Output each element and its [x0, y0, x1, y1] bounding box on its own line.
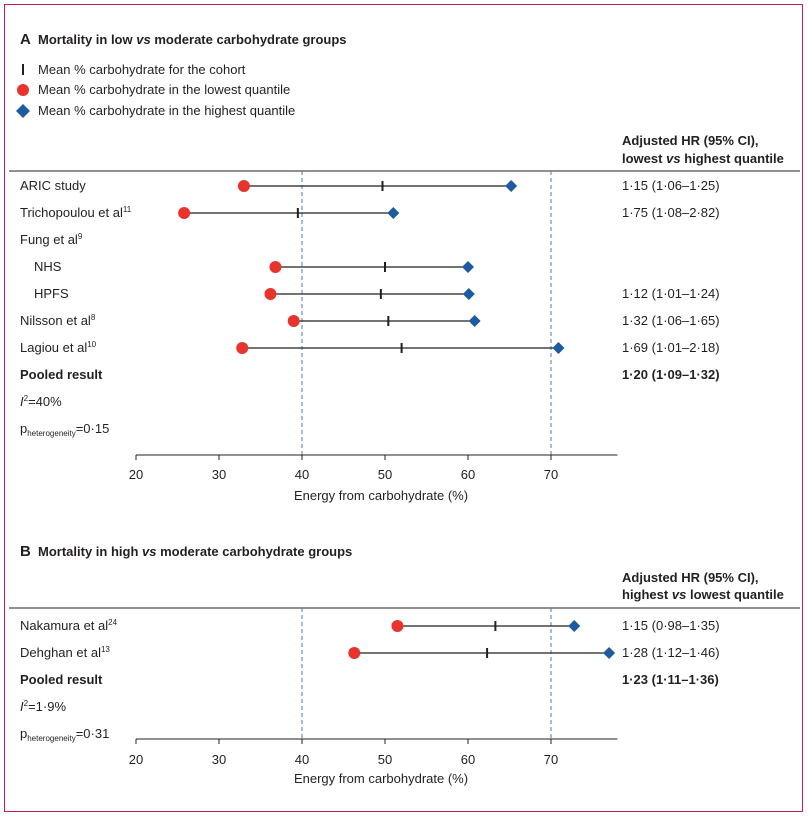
lowest-quantile-dot	[236, 342, 249, 354]
row-label: Nilsson et al8	[20, 313, 96, 328]
panel-a-letter: A	[20, 31, 31, 48]
panel-b-title: Mortality in high vs moderate carbohydra…	[38, 544, 352, 559]
lowest-quantile-dot	[391, 620, 404, 632]
lowest-quantile-dot	[287, 315, 300, 327]
legend: Mean % carbohydrate for the cohort Mean …	[16, 62, 295, 118]
row-hr: 1·15 (1·06–1·25)	[622, 178, 720, 193]
panel-a-plot: ARIC study 1·15 (1·06–1·25) Trichopoulou e…	[9, 170, 800, 503]
highest-quantile-diamond	[552, 342, 565, 354]
panel-a-title: Mortality in low vs moderate carbohydrat…	[38, 32, 347, 47]
p-heterogeneity: pheterogeneity=0·31	[20, 726, 109, 743]
row-label: Trichopoulou et al11	[20, 205, 132, 220]
panel-b-hr-header-1: Adjusted HR (95% CI),	[622, 570, 759, 585]
lowest-quantile-dot	[178, 207, 191, 219]
highest-quantile-diamond	[468, 315, 481, 327]
row-label: Fung et al9	[20, 232, 83, 247]
x-tick-label: 60	[461, 467, 475, 482]
x-tick-label: 40	[295, 467, 309, 482]
lowest-quantile-dot	[264, 288, 277, 300]
pooled-label: Pooled result	[20, 367, 103, 382]
row-hr: 1·15 (0·98–1·35)	[622, 618, 720, 633]
legend-cohort-label: Mean % carbohydrate for the cohort	[38, 62, 246, 77]
highest-quantile-diamond	[387, 207, 400, 219]
panel-b-hr-header-2: highest vs lowest quantile	[622, 587, 784, 602]
x-tick-label: 70	[544, 752, 558, 767]
x-tick-label: 60	[461, 752, 475, 767]
x-tick-label: 50	[378, 467, 392, 482]
highest-quantile-diamond	[603, 647, 616, 659]
legend-highest-diamond	[16, 104, 30, 118]
row-hr: 1·75 (1·08–2·82)	[622, 205, 720, 220]
legend-highest-label: Mean % carbohydrate in the highest quant…	[38, 103, 295, 118]
panel-a-hr-header-2: lowest vs highest quantile	[622, 151, 784, 166]
x-tick-label: 30	[212, 752, 226, 767]
i-squared: I2=40%	[20, 394, 62, 409]
row-label: Nakamura et al24	[20, 618, 118, 633]
x-tick-label: 50	[378, 752, 392, 767]
pooled-label: Pooled result	[20, 672, 103, 687]
lowest-quantile-dot	[348, 647, 361, 659]
pooled-hr: 1·23 (1·11–1·36)	[622, 672, 719, 687]
highest-quantile-diamond	[505, 180, 518, 192]
row-label: Dehghan et al13	[20, 645, 110, 660]
figure-frame	[4, 4, 803, 812]
row-label: NHS	[34, 259, 62, 274]
highest-quantile-diamond	[568, 620, 581, 632]
panel-b-plot: Nakamura et al24 1·15 (0·98–1·35) Dehghan …	[9, 607, 800, 786]
row-label: Lagiou et al10	[20, 340, 97, 355]
x-tick-label: 20	[129, 467, 143, 482]
row-hr: 1·28 (1·12–1·46)	[622, 645, 720, 660]
x-axis-label: Energy from carbohydrate (%)	[294, 488, 468, 503]
x-tick-label: 30	[212, 467, 226, 482]
row-hr: 1·12 (1·01–1·24)	[622, 286, 720, 301]
row-label: HPFS	[34, 286, 69, 301]
x-tick-label: 40	[295, 752, 309, 767]
row-hr: 1·69 (1·01–2·18)	[622, 340, 720, 355]
pooled-hr: 1·20 (1·09–1·32)	[622, 367, 720, 382]
highest-quantile-diamond	[462, 288, 475, 300]
p-heterogeneity: pheterogeneity=0·15	[20, 421, 109, 438]
legend-lowest-label: Mean % carbohydrate in the lowest quanti…	[38, 82, 290, 97]
row-hr: 1·32 (1·06–1·65)	[622, 313, 720, 328]
x-axis-label: Energy from carbohydrate (%)	[294, 771, 468, 786]
highest-quantile-diamond	[462, 261, 474, 273]
row-label: ARIC study	[20, 178, 86, 193]
x-tick-label: 70	[544, 467, 558, 482]
panel-a-hr-header-1: Adjusted HR (95% CI),	[622, 133, 759, 148]
legend-lowest-dot	[17, 84, 29, 96]
i-squared: I2=1·9%	[20, 699, 66, 714]
lowest-quantile-dot	[237, 180, 250, 192]
x-tick-label: 20	[129, 752, 143, 767]
lowest-quantile-dot	[269, 261, 282, 273]
panel-b-letter: B	[20, 543, 31, 560]
